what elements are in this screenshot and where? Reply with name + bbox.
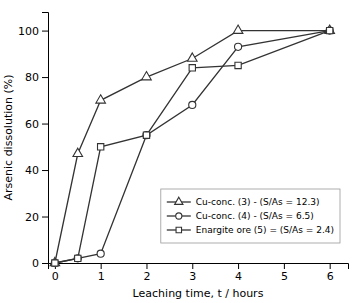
tick: 20 <box>25 211 48 224</box>
point <box>74 255 81 262</box>
tick: 60 <box>25 118 48 131</box>
point <box>189 101 196 108</box>
point <box>143 132 149 138</box>
tick-mark <box>42 217 48 218</box>
point <box>326 27 333 34</box>
legend-frame <box>161 189 340 243</box>
tick-label: 100 <box>18 25 39 38</box>
plot: 0123456020406080100Cu-conc. (3) - (S/As … <box>18 13 349 283</box>
point <box>142 72 152 80</box>
tick-mark <box>101 263 102 269</box>
legend-item: Enargite ore (5) = (S/As = 2.4) <box>167 225 334 235</box>
tick-mark <box>146 263 147 269</box>
legend-item: Cu-conc. (4) - (S/As = 6.5) <box>167 211 314 221</box>
tick-label: 0 <box>52 270 59 283</box>
legend: Cu-conc. (3) - (S/As = 12.3) Cu-conc. (4)… <box>161 189 340 243</box>
tick: 40 <box>25 164 48 177</box>
tick-mark <box>284 263 285 269</box>
tick-label: 1 <box>98 270 105 283</box>
tick-label: 6 <box>327 270 334 283</box>
tick: 4 <box>235 263 242 283</box>
tick-label: 2 <box>143 270 150 283</box>
tick-label: 0 <box>32 257 39 270</box>
tick: 3 <box>189 263 196 283</box>
chart: 0123456020406080100Cu-conc. (3) - (S/As … <box>0 0 362 303</box>
legend-label: Cu-conc. (4) - (S/As = 6.5) <box>196 211 314 221</box>
point <box>75 255 81 261</box>
point <box>97 250 104 257</box>
tick: 5 <box>281 263 288 283</box>
point <box>51 259 58 266</box>
point <box>52 260 58 266</box>
tick-label: 5 <box>281 270 288 283</box>
legend-marker <box>176 213 182 219</box>
point <box>98 144 104 150</box>
tick-mark <box>42 263 48 264</box>
legend-marker <box>176 227 181 232</box>
tick: 1 <box>98 263 105 283</box>
point <box>187 53 197 61</box>
point <box>235 43 242 50</box>
tick-mark <box>330 263 331 269</box>
tick-label: 4 <box>235 270 242 283</box>
point <box>96 95 106 103</box>
tick: 100 <box>18 25 48 38</box>
point <box>143 132 150 139</box>
y-axis-title: Arsenic dissolution (%) <box>2 75 15 201</box>
point <box>73 148 83 156</box>
tick-mark <box>42 170 48 171</box>
x-axis-title: Leaching time, t / hours <box>133 287 264 300</box>
axis-line <box>49 264 349 270</box>
tick: 80 <box>25 71 48 84</box>
tick-mark <box>42 77 48 78</box>
axis-line <box>42 13 49 264</box>
tick-label: 40 <box>25 164 39 177</box>
tick: 6 <box>327 263 334 283</box>
tick-label: 3 <box>189 270 196 283</box>
point <box>50 257 60 265</box>
tick-mark <box>238 263 239 269</box>
legend-marker <box>175 197 183 204</box>
x-axis: 0 1 2 3 4 5 6 <box>49 263 349 283</box>
tick-label: 80 <box>25 71 39 84</box>
legend-label: Enargite ore (5) = (S/As = 2.4) <box>196 225 334 235</box>
point <box>235 62 241 68</box>
tick: 0 <box>32 257 48 270</box>
tick-mark <box>192 263 193 269</box>
tick-label: 60 <box>25 118 39 131</box>
tick: 2 <box>143 263 150 283</box>
legend-item: Cu-conc. (3) - (S/As = 12.3) <box>167 197 320 207</box>
legend-label: Cu-conc. (3) - (S/As = 12.3) <box>196 197 320 207</box>
point <box>327 27 333 33</box>
point <box>189 65 195 71</box>
point <box>325 25 335 33</box>
tick-mark <box>42 124 48 125</box>
point <box>233 25 243 33</box>
y-axis: 0 20 40 60 80 100 <box>18 13 49 271</box>
tick-label: 20 <box>25 211 39 224</box>
tick-mark <box>42 31 48 32</box>
